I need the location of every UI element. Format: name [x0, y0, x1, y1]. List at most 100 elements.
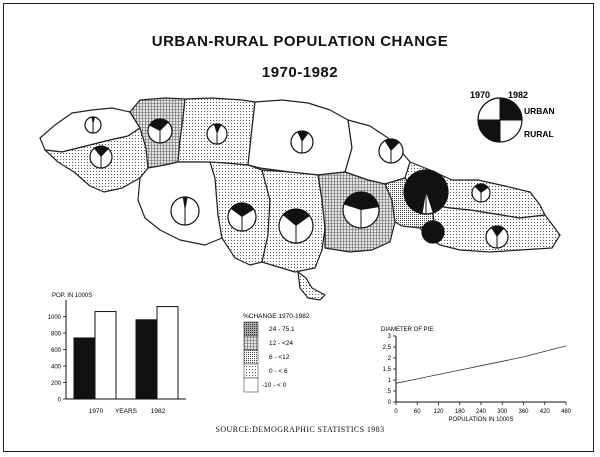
bar-xtick-1970: 1970 [89, 408, 104, 415]
map-pie-urban-1982 [302, 131, 309, 142]
map-pie-urban-1970 [213, 124, 217, 134]
line-y-tick-label: 0 [388, 400, 392, 406]
population-bar-chart: POP. IN 1000S 0 200 400 600 800 1000 1970 YEA… [48, 293, 186, 415]
bar-y-tick-label: 600 [51, 348, 62, 354]
bar-y-tick-label: 200 [51, 381, 62, 387]
map-pie [471, 183, 491, 203]
map-pie-urban-1982 [497, 226, 505, 237]
bar-urban-1982 [135, 319, 158, 400]
bar-urban-1970 [73, 337, 96, 400]
map-pie-urban-1970 [422, 221, 433, 243]
map-pie-urban-1970 [491, 226, 497, 237]
pie-key-urban-1982 [500, 98, 522, 120]
line-series-diameter [395, 345, 567, 384]
map-pie [403, 169, 449, 215]
map-pie-urban-1982 [481, 183, 489, 193]
bar-rural-1982 [156, 306, 179, 400]
map-subtitle: 1970-1982 [261, 64, 339, 81]
legend-swatch-neg10-0 [243, 377, 259, 393]
map-pie-urban-1970 [297, 131, 302, 142]
source-note: SOURCE:DEMOGRAPHIC STATISTICS 1983 [215, 425, 385, 434]
map-pie [147, 118, 173, 144]
legend-label-24-75: 24 - 75.1 [269, 326, 295, 333]
map-pie [170, 196, 200, 226]
bar-rural-1970 [94, 311, 117, 400]
map-pie [278, 208, 314, 244]
line-x-tick-label: 360 [518, 409, 529, 415]
line-x-tick-label: 240 [476, 409, 487, 415]
pie-key-urban-1970 [478, 120, 500, 142]
bar-y-tick-label: 400 [51, 365, 62, 371]
line-y-tick-label: 3 [388, 334, 392, 340]
pie-key-year-1970: 1970 [470, 90, 490, 100]
map-pie-urban-1982 [426, 170, 448, 213]
bar-y-ticks: 0 200 400 600 800 1000 [48, 315, 66, 404]
map-title: URBAN-RURAL POPULATION CHANGE [151, 33, 449, 50]
jamaica-map [39, 97, 561, 301]
bar-y-tick-label: 0 [58, 398, 62, 404]
map-pie-urban-1970 [474, 184, 481, 193]
map-pie-urban-1982 [242, 203, 254, 217]
map-pie-urban-1982 [296, 209, 310, 226]
bar-ylabel: POP. IN 1000S [52, 293, 92, 299]
pie-key-year-1982: 1982 [508, 90, 528, 100]
map-pie-layer [84, 116, 509, 249]
map-pie [342, 191, 380, 229]
line-x-tick-label: 60 [414, 409, 421, 415]
legend-label-0-6: 0 - < 6 [269, 368, 288, 375]
map-pie-urban-1970 [384, 139, 391, 151]
map-pie [421, 220, 445, 244]
bar-xlabel: YEARS [115, 408, 138, 415]
map-pie-urban-1982 [361, 192, 379, 210]
line-x-tick-label: 480 [561, 409, 572, 415]
line-y-tick-label: 2.5 [383, 345, 392, 351]
pie-key-rural-label: RURAL [524, 129, 554, 139]
pie-key-urban-label: URBAN [524, 106, 555, 116]
line-title: DIAMETER OF PIE [381, 327, 433, 333]
line-xlabel: POPULATION IN 1000S [449, 417, 514, 423]
map-pie [290, 130, 314, 154]
pie-key: 1970 1982 URBAN RURAL [470, 90, 555, 143]
map-pie-urban-1970 [149, 119, 160, 131]
line-x-tick-label: 300 [497, 409, 508, 415]
map-pie [89, 145, 113, 169]
line-x-tick-label: 0 [394, 409, 398, 415]
bar-y-tick-label: 1000 [48, 315, 62, 321]
legend-swatch-6-12 [243, 349, 259, 365]
map-pie-urban-1982 [217, 124, 222, 134]
pie-diameter-chart: DIAMETER OF PIE 0 .5 1 1.5 2 2.5 3 0 60 120 180 240… [381, 327, 572, 423]
map-pie [378, 138, 404, 164]
line-y-tick-label: 1 [388, 378, 392, 384]
map-pie-urban-1982 [160, 119, 169, 131]
legend-label-neg10-0: -10 - < 0 [262, 382, 287, 389]
map-pie [206, 123, 228, 145]
peninsula-portland-point [297, 271, 326, 301]
map-pie-urban-1982 [101, 146, 109, 157]
legend-label-12-24: 12 - <24 [269, 340, 293, 347]
line-x-tick-label: 180 [455, 409, 466, 415]
map-pie-urban-1970 [93, 146, 101, 157]
line-y-tick-label: 2 [388, 356, 392, 362]
map-pie [84, 116, 102, 134]
line-y-tick-label: .5 [386, 389, 392, 395]
map-pie-urban-1970 [404, 170, 426, 214]
map-pie-urban-1982 [391, 139, 400, 151]
map-pie-urban-1970 [230, 203, 242, 217]
bar-y-tick-label: 800 [51, 332, 62, 338]
legend-swatch-0-6 [243, 363, 259, 379]
line-y-tick-label: 1.5 [383, 367, 392, 373]
legend-swatch-12-24 [243, 335, 259, 351]
change-legend: %CHANGE 1970-1982 24 - 75.1 12 - <24 6 -… [243, 313, 310, 393]
map-pie [227, 202, 257, 232]
bar-marks [73, 306, 179, 400]
line-ticks: 0 .5 1 1.5 2 2.5 3 0 60 120 180 240 300 360 420 480 [383, 334, 572, 415]
map-pie-urban-1982 [185, 197, 188, 211]
legend-swatch-24-75 [243, 321, 259, 337]
map-pie-urban-1970 [282, 209, 296, 226]
bar-xtick-1982: 1982 [151, 408, 166, 415]
legend-label-6-12: 6 - <12 [269, 354, 290, 361]
map-pie-urban-1982 [433, 221, 444, 243]
line-x-tick-label: 120 [433, 409, 444, 415]
change-legend-title: %CHANGE 1970-1982 [243, 313, 310, 320]
